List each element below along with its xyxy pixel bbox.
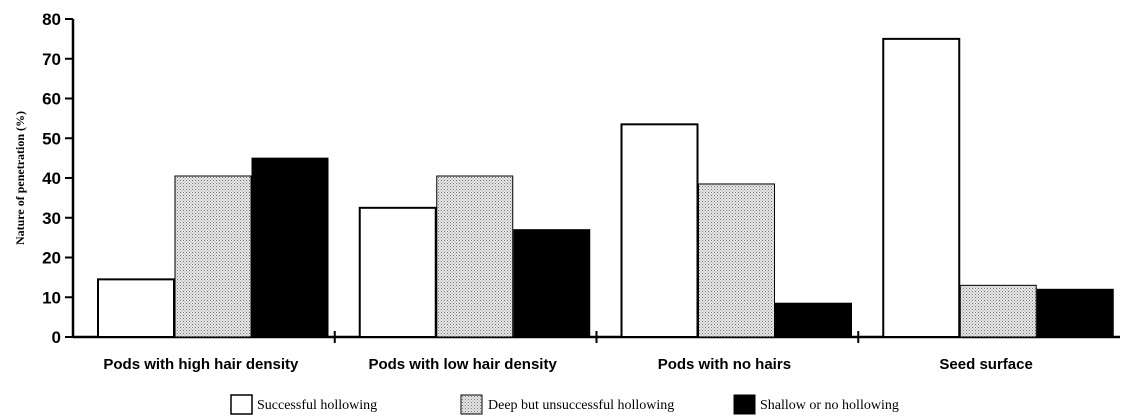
legend-swatch-successful [230,394,253,415]
bar-shallow [775,302,852,338]
bar-deep [959,284,1037,338]
legend-label-shallow: Shallow or no hollowing [760,398,899,413]
y-axis-title: Nature of penetration (%) [13,111,27,245]
bars [97,37,1114,339]
bar-deep [174,175,252,338]
y-tick-label: 10 [42,288,61,307]
y-tick-label: 30 [42,209,61,228]
bar-shallow [251,157,329,338]
bar-successful [97,278,175,338]
legend-label-successful: Successful hollowing [257,398,377,413]
y-axis: 0 10 20 30 40 50 60 70 80 [42,10,75,347]
x-category-label: Pods with no hairs [658,356,791,373]
bar-successful [882,37,961,338]
x-category-label: Pods with low hair density [368,356,557,373]
bar-deep [436,175,514,338]
y-tick-label: 70 [42,50,61,69]
y-tick-label: 50 [42,129,61,148]
legend: Successful hollowing Deep but unsuccessf… [230,394,899,415]
x-category-label: Pods with high hair density [103,356,299,373]
y-tick-label: 0 [52,328,61,347]
y-tick-label: 20 [42,249,61,268]
x-category-label: Seed surface [939,356,1032,373]
bar-successful [358,206,437,338]
legend-swatch-deep [460,394,483,415]
bar-successful [620,123,699,339]
legend-swatch-shallow [733,394,756,415]
y-tick-label: 80 [42,10,61,29]
y-tick-label: 60 [42,90,61,109]
y-tick-label: 40 [42,169,61,188]
bar-shallow [513,229,591,338]
bar-shallow [1036,288,1114,338]
bar-deep [698,183,775,338]
legend-label-deep: Deep but unsuccessful hollowing [488,398,674,413]
